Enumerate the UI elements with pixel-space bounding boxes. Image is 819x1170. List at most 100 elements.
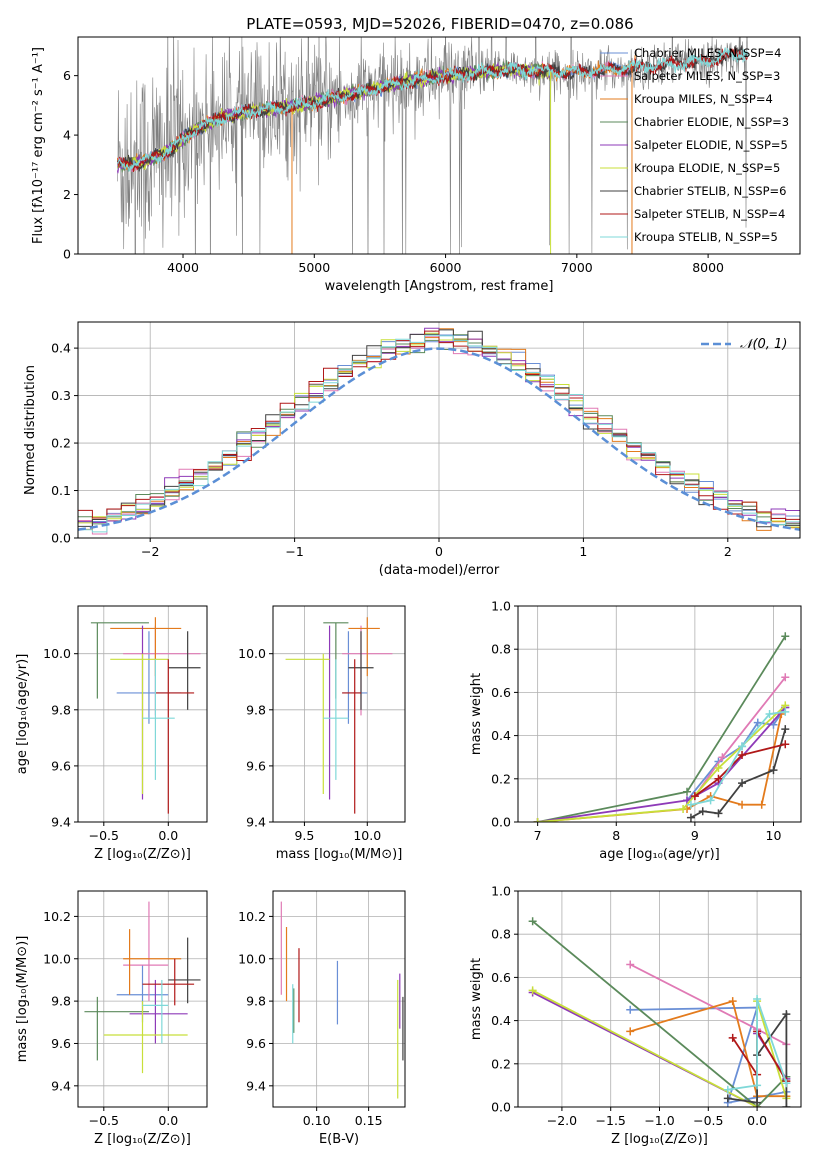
x-tick-label: 0.0 — [158, 828, 178, 843]
data-point-9 — [142, 979, 169, 1044]
y-tick-label: 0.0 — [491, 1100, 511, 1115]
weight-marker — [686, 800, 695, 809]
weight-marker — [753, 1081, 762, 1090]
x-axis-label: age [log₁₀(age/yr)] — [599, 847, 720, 862]
y-tick-label: 9.8 — [246, 702, 266, 717]
y-tick-label: 0.3 — [51, 388, 71, 403]
weight-line-1 — [686, 706, 787, 801]
chart-mass-vs-Z: −0.5 0.0 9.4 9.6 9.8 10.0 10.2 Z [log₁₀(Z/Z⊙)] m… — [15, 890, 208, 1147]
x-tick-label: 7000 — [561, 260, 593, 275]
weight-line-3 — [629, 1000, 787, 1098]
histogram-7 — [78, 329, 800, 528]
data-point-6 — [103, 1001, 188, 1074]
legend-entry: Kroupa STELIB, N_SSP=5 — [634, 230, 778, 244]
data-point-8 — [155, 659, 195, 814]
weight-marker — [626, 1027, 635, 1036]
weight-marker — [698, 807, 707, 816]
x-tick-label: −2.0 — [547, 1113, 577, 1128]
weight-marker — [782, 1103, 791, 1107]
weight-marker — [782, 1010, 791, 1019]
weight-marker — [728, 1033, 737, 1042]
legend-entry: Chabrier MILES, N_SSP=4 — [634, 46, 781, 60]
weight-marker — [765, 710, 774, 718]
weight-marker — [723, 1085, 732, 1094]
weight-marker — [528, 986, 537, 995]
weight-marker — [738, 779, 747, 788]
weight-line-4 — [532, 920, 788, 1107]
weight-marker — [686, 813, 695, 822]
weight-marker — [679, 805, 688, 814]
weight-marker — [718, 753, 727, 762]
x-tick-label: 0.10 — [303, 1113, 331, 1128]
plot-area — [280, 901, 404, 1099]
y-tick-label: 0.1 — [51, 483, 71, 498]
data-point-8 — [142, 958, 195, 1006]
weight-marker — [528, 917, 537, 926]
x-tick-label: −1.5 — [596, 1113, 626, 1128]
x-tick-label: 7 — [534, 828, 542, 843]
y-tick-label: 0.0 — [51, 531, 71, 546]
y-axis-label: mass weight — [469, 673, 484, 755]
x-tick-label: −1 — [285, 544, 303, 559]
y-tick-label: 1.0 — [491, 884, 511, 899]
observed-spectrum-line — [117, 37, 748, 254]
y-tick-label: 9.6 — [51, 758, 71, 773]
data-point-6 — [285, 653, 330, 794]
x-axis-label: (data-model)/error — [379, 563, 500, 578]
y-tick-label: 1.0 — [491, 599, 511, 614]
axes-frame — [517, 605, 802, 823]
gaussian-curve — [78, 347, 800, 531]
x-tick-label: 5000 — [298, 260, 330, 275]
y-axis-label: Normed distribution — [23, 365, 38, 495]
x-tick-label: −0.5 — [693, 1113, 723, 1128]
x-tick-label: 10 — [766, 828, 782, 843]
data-point-8 — [342, 659, 361, 814]
y-tick-label: 0.4 — [51, 341, 71, 356]
y-tick-label: 0.6 — [491, 970, 511, 985]
y-tick-label: 9.8 — [246, 994, 266, 1009]
chart-mass-vs-EBV: 0.10 0.15 9.4 9.6 9.8 10.0 10.2 E(B-V) — [238, 890, 406, 1147]
weight-marker — [533, 818, 542, 822]
weight-line-4 — [537, 635, 787, 822]
weight-line-6 — [537, 704, 786, 822]
y-tick-label: 9.8 — [51, 702, 71, 717]
data-point-7 — [168, 631, 201, 710]
spectrum-legend: Chabrier MILES, N_SSP=4 Salpeter MILES, N… — [600, 46, 789, 244]
weight-marker — [714, 809, 723, 818]
plot-area — [90, 617, 201, 814]
x-axis-label: wavelength [Angstrom, rest frame] — [325, 279, 554, 294]
data-point-5 — [129, 979, 188, 1044]
weight-marker — [753, 718, 762, 727]
weight-marker — [781, 707, 790, 716]
plot-area — [78, 327, 800, 535]
x-tick-label: −0.5 — [89, 1113, 119, 1128]
plot-area — [528, 917, 791, 1107]
x-tick-label: 1 — [579, 544, 587, 559]
x-axis-label: E(B-V) — [319, 1132, 359, 1147]
y-tick-label: 0.8 — [491, 642, 511, 657]
data-point-4 — [90, 622, 149, 699]
y-tick-label: 10.2 — [238, 909, 266, 924]
y-tick-label: 9.4 — [246, 1078, 266, 1093]
x-tick-label: 6000 — [430, 260, 462, 275]
weight-marker — [757, 800, 766, 809]
weight-marker — [781, 673, 790, 682]
y-tick-label: 0.4 — [491, 1013, 511, 1028]
weight-marker — [781, 725, 790, 734]
axes-frame — [77, 36, 801, 255]
plot-area — [285, 617, 393, 814]
weight-marker — [706, 796, 715, 805]
y-tick-label: 9.8 — [51, 994, 71, 1009]
histogram-8 — [78, 330, 800, 520]
weight-marker — [781, 632, 790, 641]
weight-marker — [714, 774, 723, 783]
x-tick-label: −2 — [141, 544, 159, 559]
legend-entry: Kroupa MILES, N_SSP=4 — [634, 92, 773, 106]
chart-age-vs-mass: 9.5 10.0 9.4 9.6 9.8 10.0 mass [log₁₀(M/M⊙)] — [238, 605, 406, 862]
y-tick-label: 0.0 — [491, 815, 511, 830]
y-axis-label: Flux [fλ10⁻¹⁷ erg cm⁻² s⁻¹ A⁻¹] — [31, 47, 46, 244]
data-point-3 — [123, 929, 182, 995]
data-point-4 — [84, 996, 149, 1061]
x-tick-label: 4000 — [167, 260, 199, 275]
